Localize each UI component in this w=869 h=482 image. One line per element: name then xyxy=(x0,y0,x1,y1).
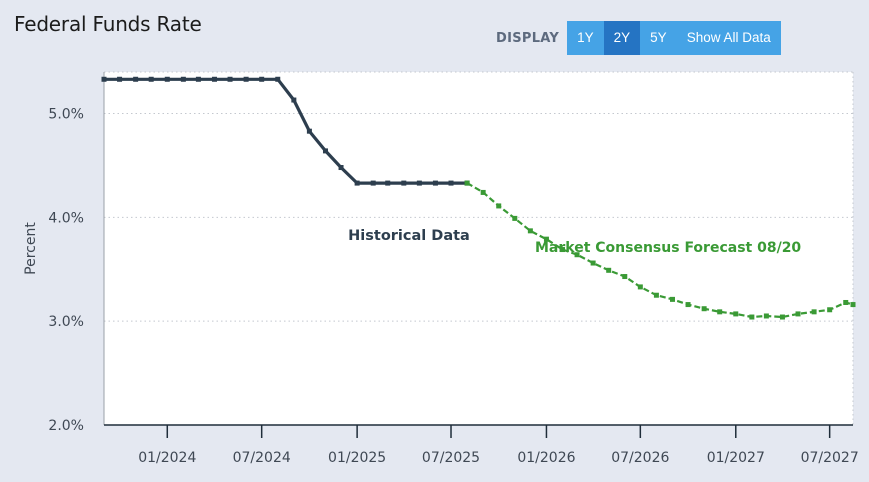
grid-lines xyxy=(104,71,854,425)
x-tick-label: 07/2026 xyxy=(611,450,669,466)
y-tick-label: 2.0% xyxy=(48,418,84,434)
series-group xyxy=(101,76,856,320)
forecast-point[interactable] xyxy=(560,247,566,253)
x-tick-label: 07/2025 xyxy=(422,450,480,466)
historical-point[interactable] xyxy=(432,180,438,186)
y-tick-label: 4.0% xyxy=(48,210,84,226)
historical-point[interactable] xyxy=(370,180,376,186)
range-button-1y[interactable]: 1Y xyxy=(567,21,604,55)
forecast-point[interactable] xyxy=(637,284,643,290)
forecast-point[interactable] xyxy=(843,299,849,305)
historical-point[interactable] xyxy=(259,76,265,82)
historical-point[interactable] xyxy=(291,97,297,103)
y-tick-label: 5.0% xyxy=(48,107,84,123)
historical-point[interactable] xyxy=(385,180,391,186)
forecast-point[interactable] xyxy=(779,314,785,320)
y-tick-label: 3.0% xyxy=(48,314,84,330)
plot-background xyxy=(104,72,853,425)
forecast-point[interactable] xyxy=(653,292,659,298)
forecast-point[interactable] xyxy=(733,311,739,317)
forecast-point[interactable] xyxy=(795,311,801,317)
historical-point[interactable] xyxy=(243,76,249,82)
historical-point[interactable] xyxy=(195,76,201,82)
historical-data-label: Historical Data xyxy=(348,228,470,244)
display-label: DISPLAY xyxy=(496,30,560,46)
forecast-point[interactable] xyxy=(512,215,518,221)
forecast-series-line xyxy=(466,182,853,319)
historical-point[interactable] xyxy=(133,76,139,82)
forecast-point[interactable] xyxy=(622,274,628,280)
forecast-label: Market Consensus Forecast 08/20 xyxy=(535,240,801,256)
x-tick-label: 07/2024 xyxy=(233,450,291,466)
display-range-selector: DISPLAY 1Y 2Y 5Y Show All Data xyxy=(496,21,781,55)
x-tick-label: 07/2027 xyxy=(801,450,859,466)
historical-point[interactable] xyxy=(227,76,233,82)
historical-series-line xyxy=(104,77,468,185)
x-tick-label: 01/2026 xyxy=(517,450,575,466)
axes: 2.0% 3.0% 4.0% 5.0% 01/2024 07/2024 01/2025 07/… xyxy=(23,72,859,466)
forecast-point[interactable] xyxy=(496,203,502,209)
forecast-point[interactable] xyxy=(701,306,707,312)
historical-point[interactable] xyxy=(275,76,281,82)
range-button-5y[interactable]: 5Y xyxy=(640,21,677,55)
x-tick-label: 01/2025 xyxy=(328,450,386,466)
historical-point[interactable] xyxy=(117,76,123,82)
forecast-point[interactable] xyxy=(749,314,755,320)
forecast-point[interactable] xyxy=(464,180,470,186)
forecast-point[interactable] xyxy=(480,189,486,195)
forecast-point[interactable] xyxy=(717,309,723,315)
forecast-point[interactable] xyxy=(527,228,533,234)
historical-point[interactable] xyxy=(101,76,107,82)
historical-point[interactable] xyxy=(148,76,154,82)
historical-point[interactable] xyxy=(401,180,407,186)
forecast-point[interactable] xyxy=(590,260,596,266)
range-button-2y[interactable]: 2Y xyxy=(603,21,641,55)
historical-point[interactable] xyxy=(306,128,312,134)
historical-point[interactable] xyxy=(164,76,170,82)
forecast-point[interactable] xyxy=(763,313,769,319)
forecast-point[interactable] xyxy=(574,252,580,258)
x-tick-label: 01/2027 xyxy=(707,450,765,466)
chart-title: Federal Funds Rate xyxy=(14,12,202,36)
historical-point[interactable] xyxy=(322,148,328,154)
forecast-point[interactable] xyxy=(811,309,817,315)
forecast-point[interactable] xyxy=(606,267,612,273)
annotation-group: Historical Data Market Consensus Forecast… xyxy=(348,228,801,256)
historical-point[interactable] xyxy=(180,76,186,82)
forecast-point[interactable] xyxy=(827,307,833,313)
forecast-point[interactable] xyxy=(685,302,691,308)
y-axis-label: Percent xyxy=(23,222,39,275)
historical-point[interactable] xyxy=(416,180,422,186)
historical-point[interactable] xyxy=(211,76,217,82)
forecast-point[interactable] xyxy=(669,296,675,302)
historical-point[interactable] xyxy=(338,165,344,171)
forecast-point[interactable] xyxy=(850,302,856,308)
historical-point[interactable] xyxy=(448,180,454,186)
x-tick-label: 01/2024 xyxy=(138,450,196,466)
historical-point[interactable] xyxy=(354,180,360,186)
forecast-point[interactable] xyxy=(543,236,549,242)
range-button-show-all[interactable]: Show All Data xyxy=(676,21,781,55)
